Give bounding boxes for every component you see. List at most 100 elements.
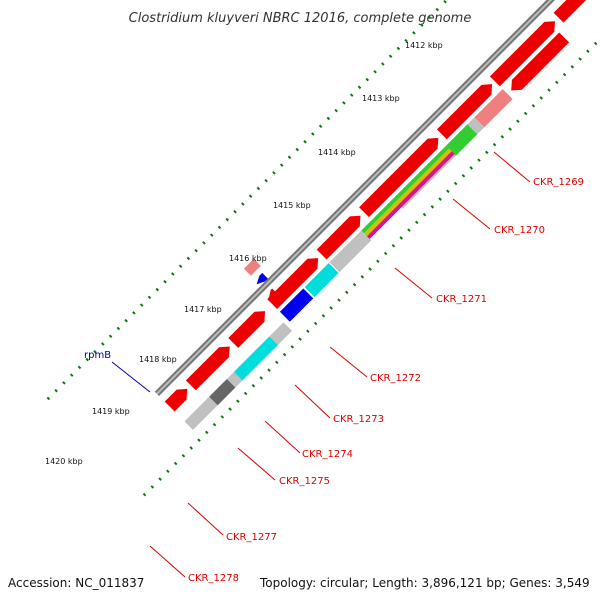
- tick-mark: [173, 461, 178, 466]
- tick-mark: [311, 132, 315, 136]
- tick-mark: [212, 422, 217, 427]
- tick-mark: [267, 368, 271, 372]
- kbp-label: 1416 kbp: [229, 254, 267, 263]
- genome-summary: Topology: circular; Length: 3,896,121 bp…: [259, 576, 590, 590]
- tick-mark: [337, 298, 341, 302]
- cds-reverse-light: [474, 89, 513, 128]
- tick-mark: [578, 57, 582, 61]
- tick-mark: [243, 391, 248, 396]
- tick-mark: [256, 186, 261, 191]
- tick-mark: [373, 70, 377, 74]
- small-cds: [243, 258, 261, 276]
- tick-mark: [388, 54, 393, 58]
- tick-mark: [54, 388, 58, 393]
- tick-mark: [586, 49, 590, 54]
- callout-line: [149, 545, 186, 578]
- tick-mark: [414, 220, 419, 225]
- tick-mark: [287, 155, 292, 160]
- tick-mark: [217, 225, 222, 230]
- tick-mark: [194, 248, 198, 253]
- tick-mark: [407, 228, 411, 232]
- dark-gray-band: [209, 379, 236, 406]
- green-band: [446, 124, 478, 156]
- tick-mark: [282, 352, 287, 357]
- ruler-ticks: [46, 0, 598, 497]
- cds-reverse: [511, 32, 570, 91]
- tick-mark: [365, 77, 370, 82]
- gene-label: CKR_1274: [302, 449, 353, 460]
- tick-mark: [469, 166, 473, 170]
- blue-band: [279, 288, 314, 322]
- cds-forward: [553, 0, 587, 23]
- cds-forward: [228, 311, 266, 348]
- tick-mark: [562, 72, 567, 77]
- gene-features: [164, 0, 587, 430]
- tick-mark: [383, 251, 388, 256]
- tick-mark: [547, 88, 551, 92]
- tick-mark: [435, 7, 440, 12]
- callout-line: [187, 502, 224, 536]
- tick-mark: [318, 124, 323, 128]
- tick-mark: [220, 415, 225, 419]
- kbp-label: 1417 kbp: [184, 305, 222, 314]
- tick-mark: [368, 267, 372, 271]
- gene-label: CKR_1278: [188, 573, 239, 584]
- kbp-label: 1419 kbp: [92, 407, 130, 416]
- gene-label: CKR_1273: [333, 414, 384, 425]
- tick-mark: [166, 469, 170, 474]
- callout-line: [264, 420, 301, 454]
- cyan-band: [304, 263, 339, 297]
- tick-mark: [446, 189, 450, 194]
- callout-line: [452, 198, 491, 230]
- gene-label: CKR_1270: [494, 225, 545, 236]
- tick-mark: [342, 101, 346, 105]
- tick-mark: [77, 365, 82, 370]
- genome-backbone: [154, 0, 556, 396]
- gene-callouts: [149, 151, 531, 578]
- tick-mark: [303, 140, 307, 144]
- tick-mark: [202, 241, 206, 245]
- gene-labels: CKR_1269 CKR_1270 CKR_1271 CKR_1272 CKR_…: [188, 177, 584, 584]
- kbp-label: 1414 kbp: [318, 148, 356, 157]
- tick-mark: [391, 243, 396, 248]
- callout-line: [294, 384, 331, 419]
- tick-mark: [85, 357, 90, 362]
- gene-label: CKR_1275: [279, 476, 330, 487]
- tick-mark: [554, 80, 559, 85]
- tick-mark: [313, 321, 318, 326]
- tick-mark: [523, 111, 528, 116]
- kbp-label: 1415 kbp: [273, 201, 311, 210]
- small-red: [268, 288, 280, 300]
- tick-mark: [69, 373, 74, 377]
- tick-mark: [116, 326, 121, 331]
- tick-mark: [352, 282, 357, 287]
- tick-mark: [461, 173, 466, 178]
- tick-mark: [204, 430, 209, 435]
- tick-mark: [233, 210, 237, 214]
- small-blue: [256, 272, 268, 285]
- tick-mark: [438, 197, 442, 201]
- tick-mark: [404, 38, 408, 43]
- kbp-label: 1413 kbp: [362, 94, 400, 103]
- tick-mark: [163, 280, 167, 284]
- cds-forward: [359, 137, 439, 218]
- tick-mark: [360, 275, 365, 279]
- tick-mark: [516, 119, 520, 124]
- tick-mark: [376, 259, 380, 264]
- tick-mark: [186, 256, 191, 261]
- tick-mark: [321, 313, 326, 318]
- rna-callout-line: [111, 361, 151, 393]
- tick-mark: [531, 103, 536, 108]
- tick-mark: [108, 334, 113, 338]
- tick-mark: [142, 492, 147, 497]
- tick-mark: [62, 381, 66, 385]
- tick-mark: [492, 142, 497, 147]
- kbp-labels: 1412 kbp 1413 kbp 1414 kbp 1415 kbp 1416…: [45, 41, 443, 466]
- tick-mark: [593, 41, 598, 46]
- tick-mark: [248, 194, 253, 198]
- tick-mark: [171, 272, 175, 276]
- kbp-label: 1420 kbp: [45, 457, 83, 466]
- gene-label: CKR_1269: [533, 177, 584, 188]
- tick-mark: [508, 127, 512, 131]
- tick-mark: [236, 399, 240, 404]
